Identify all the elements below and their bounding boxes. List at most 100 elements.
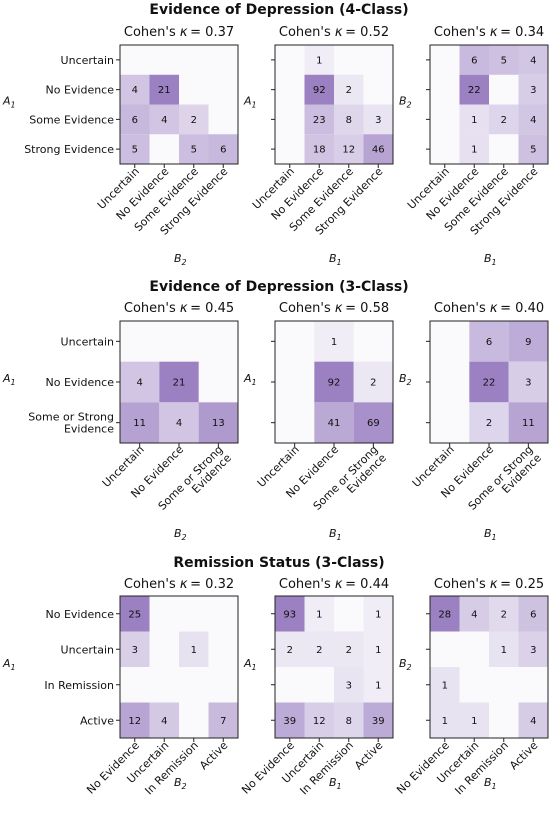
cell-value: 22	[468, 85, 481, 96]
heatmap-cell	[508, 321, 548, 362]
cell-value: 4	[530, 716, 536, 727]
panel-title: Cohen's κ = 0.58	[279, 301, 389, 316]
cell-value: 1	[471, 115, 477, 126]
heatmap-cell	[469, 321, 509, 362]
heatmap-cell	[275, 596, 305, 632]
cell-value: 1	[471, 145, 477, 156]
heatmap-cell	[314, 321, 354, 362]
heatmap-cell	[314, 402, 354, 443]
cell-value: 5	[191, 145, 197, 156]
panel-title: Cohen's κ = 0.37	[124, 25, 234, 40]
cell-value: 2	[316, 645, 322, 656]
plot-frame	[429, 44, 549, 165]
plot-frame	[274, 44, 394, 165]
cell-value: 1	[442, 716, 448, 727]
x-axis-label: B2	[174, 527, 187, 542]
cell-value: 23	[313, 115, 326, 126]
heatmap-cell	[334, 667, 364, 703]
cell-value: 3	[346, 680, 352, 691]
heatmap-cell	[304, 596, 334, 632]
heatmap-cell	[120, 104, 150, 135]
heatmap-cell	[304, 631, 334, 667]
heatmap-cell	[304, 74, 334, 105]
heatmap-cell	[459, 45, 489, 75]
cell-value: 22	[483, 378, 496, 389]
heatmap-cell	[459, 134, 489, 164]
x-axis-label: B2	[174, 776, 187, 791]
cell-value: 1	[316, 609, 322, 620]
heatmap-cell	[353, 402, 393, 443]
cell-value: 2	[370, 378, 376, 389]
cell-value: 11	[133, 418, 146, 429]
section-1: Evidence of Depression (4-Class) Uncertai…	[2, 2, 549, 267]
x-axis-label: B1	[484, 252, 497, 267]
section-2: Evidence of Depression (3-Class) Uncertai…	[2, 279, 549, 542]
cell-value: 21	[158, 85, 171, 96]
row-label: No Evidence	[45, 84, 114, 97]
cell-value: 2	[287, 645, 293, 656]
cell-value: 39	[372, 716, 385, 727]
y-axis-label: A1	[243, 657, 257, 672]
heatmap-cell	[304, 134, 334, 164]
cell-value: 8	[346, 716, 352, 727]
panel-title: Cohen's κ = 0.45	[124, 301, 234, 316]
row-label: Uncertain	[61, 335, 114, 348]
y-axis-label: A1	[243, 372, 257, 387]
cell-value: 1	[501, 645, 507, 656]
heatmap-cell	[459, 596, 489, 632]
cell-value: 13	[212, 418, 225, 429]
cell-value: 1	[375, 680, 381, 691]
row-label: No Evidence	[45, 608, 114, 621]
x-axis-label: B2	[174, 252, 187, 267]
plot-frame	[429, 595, 549, 739]
heatmap-cell	[459, 702, 489, 738]
cell-value: 4	[132, 85, 138, 96]
heatmap-cell	[334, 702, 364, 738]
heatmap-cell	[304, 45, 334, 75]
heatmap-cell	[120, 702, 150, 738]
row-label: Strong Evidence	[24, 143, 114, 156]
heatmap-cell	[208, 134, 238, 164]
heatmap-cell	[518, 134, 548, 164]
heatmap-cell	[363, 631, 393, 667]
cell-value: 1	[316, 55, 322, 66]
heatmap-cell	[430, 667, 460, 703]
cell-value: 2	[346, 85, 352, 96]
heatmap-cell	[179, 134, 209, 164]
y-axis-label: A1	[2, 372, 16, 387]
plot-frame	[119, 44, 239, 165]
cell-value: 5	[530, 145, 536, 156]
row-label: Uncertain	[61, 643, 114, 656]
cell-value: 11	[522, 418, 535, 429]
heatmap-cell	[518, 631, 548, 667]
row-label: Some Evidence	[29, 113, 114, 126]
cell-value: 92	[313, 85, 326, 96]
cell-value: 4	[530, 115, 536, 126]
heatmap-cell	[149, 702, 179, 738]
cell-value: 4	[530, 55, 536, 66]
cell-value: 3	[525, 378, 531, 389]
heatmap-cell	[159, 361, 199, 403]
heatmap-cell	[518, 702, 548, 738]
y-axis-label: A1	[2, 657, 16, 672]
heatmap-cell	[518, 45, 548, 75]
heatmap-cell	[518, 596, 548, 632]
heatmap-cell	[459, 74, 489, 105]
col-label: Active	[197, 739, 230, 772]
y-axis-label: A1	[2, 95, 16, 110]
heatmap-cell	[120, 596, 150, 632]
heatmap-cell	[334, 631, 364, 667]
heatmap-cell	[353, 361, 393, 403]
heatmap-cell	[508, 361, 548, 403]
section-title: Remission Status (3-Class)	[173, 555, 384, 571]
heatmap-cell	[334, 134, 364, 164]
cell-value: 2	[346, 645, 352, 656]
panel-title: Cohen's κ = 0.34	[434, 25, 544, 40]
x-axis-label: B1	[329, 527, 342, 542]
cell-value: 25	[128, 609, 141, 620]
heatmap-cell	[459, 104, 489, 135]
heatmap-cell	[120, 361, 160, 403]
